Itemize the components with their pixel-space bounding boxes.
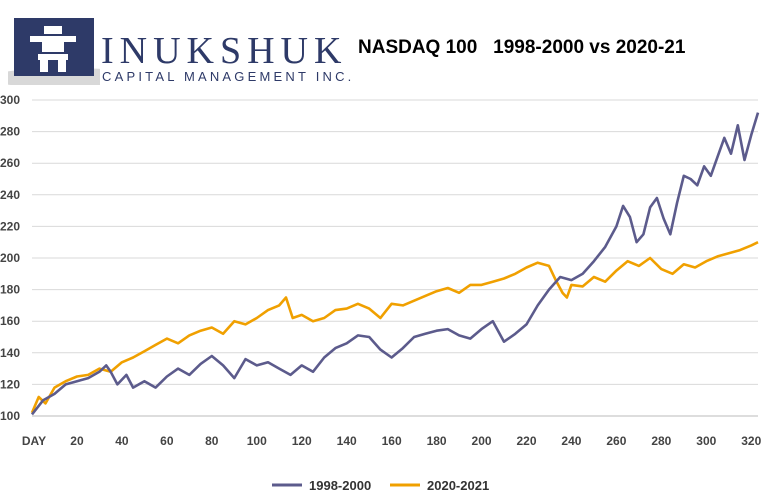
y-tick-label: 160 [0,314,20,328]
legend-label-1: 2020-2021 [427,478,489,493]
y-tick-label: 220 [0,219,20,233]
header: INUKSHUK CAPITAL MANAGEMENT INC. NASDAQ … [0,0,774,90]
x-tick-label: 60 [160,434,174,448]
y-axis-tick-labels: 100 120 140 160 180 200 220 240 260 280 300 [0,93,20,423]
x-tick-label: 280 [651,434,671,448]
x-tick-label: 20 [70,434,84,448]
series-line-0 [30,112,760,416]
x-tick-label: 100 [247,434,267,448]
x-tick-label: 200 [472,434,492,448]
x-tick-label: 220 [516,434,536,448]
y-tick-label: 300 [0,93,20,107]
logo-arms [30,36,76,42]
x-tick-label: 260 [606,434,626,448]
logo-left-leg [40,60,48,72]
y-tick-label: 200 [0,251,20,265]
series-lines [30,112,760,416]
x-tick-label: 180 [427,434,447,448]
gridlines [32,99,758,417]
x-tick-label: 320 [741,434,761,448]
logo-right-leg [58,60,66,72]
y-tick-label: 140 [0,346,20,360]
y-tick-label: 120 [0,377,20,391]
x-tick-label: 240 [561,434,581,448]
x-axis-tick-labels: DAY 20 40 60 80 100 120 140 160 180 200 220 240 260 28… [22,434,762,448]
logo-head [44,26,62,34]
y-tick-label: 240 [0,188,20,202]
y-tick-label: 180 [0,283,20,297]
y-tick-label: 100 [0,409,20,423]
x-tick-label: 160 [382,434,402,448]
y-tick-label: 260 [0,156,20,170]
logo-torso [42,42,64,52]
y-tick-label: 280 [0,125,20,139]
logo-hips [38,54,68,60]
brand-name: INUKSHUK [101,30,348,72]
legend: 1998-2000 2020-2021 [272,478,489,493]
brand-tagline: CAPITAL MANAGEMENT INC. [102,69,355,84]
x-tick-label: DAY [22,434,46,448]
x-tick-label: 40 [115,434,129,448]
legend-label-0: 1998-2000 [309,478,371,493]
x-tick-label: 140 [337,434,357,448]
company-logo: INUKSHUK CAPITAL MANAGEMENT INC. [8,10,351,85]
x-tick-label: 120 [292,434,312,448]
x-tick-label: 300 [696,434,716,448]
x-tick-label: 80 [205,434,219,448]
chart-title: NASDAQ 100 1998-2000 vs 2020-21 [358,37,686,58]
inukshuk-icon [8,18,100,85]
series-line-1 [30,241,759,414]
